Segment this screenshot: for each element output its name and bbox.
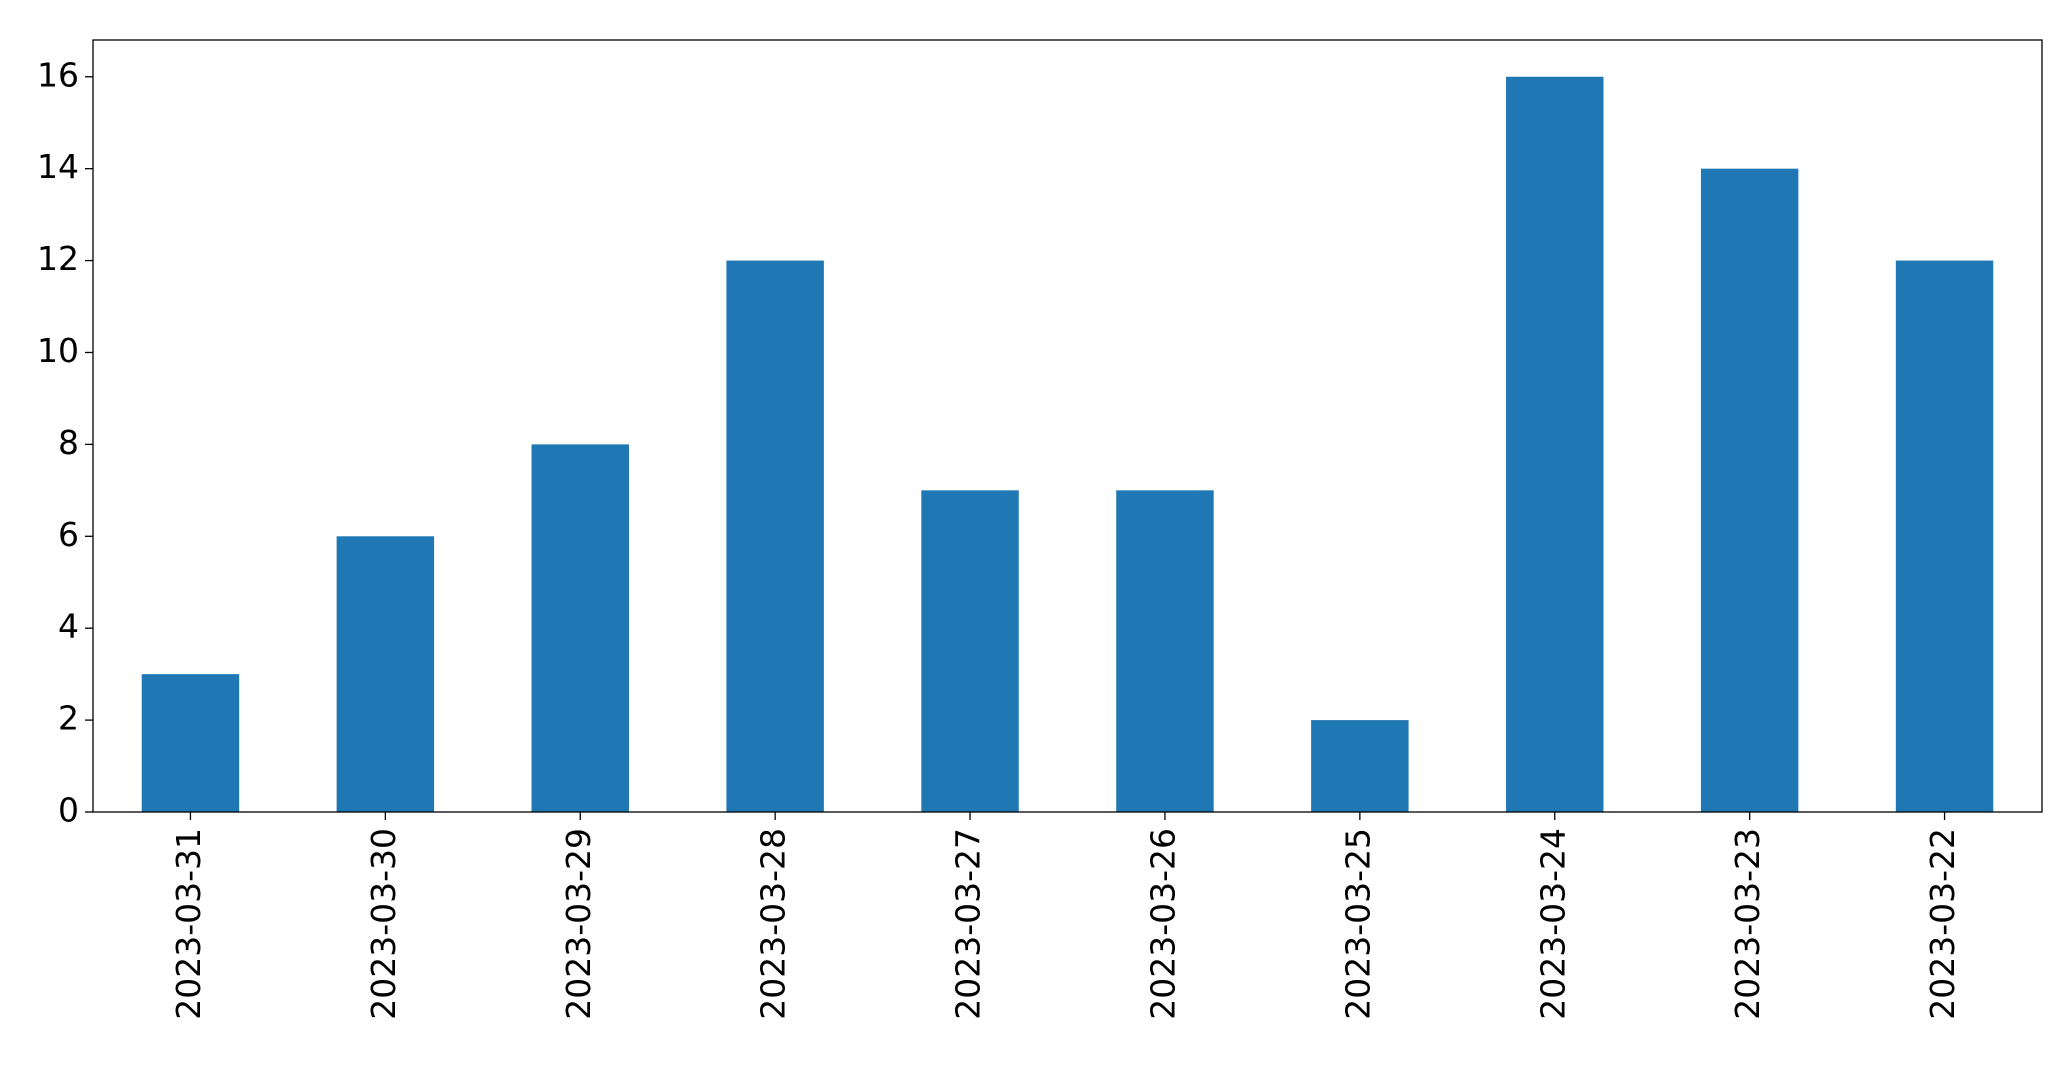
bar <box>1116 490 1214 812</box>
bar <box>1895 260 1994 813</box>
bar <box>921 490 1019 812</box>
bar <box>336 536 435 812</box>
y-tick-label: 12 <box>37 239 79 278</box>
x-tick-label: 2023-03-30 <box>364 828 403 1020</box>
bar <box>1700 168 1799 812</box>
y-tick-label: 8 <box>58 423 79 462</box>
x-tick-label: 2023-03-22 <box>1923 828 1962 1020</box>
x-tick-label: 2023-03-23 <box>1728 828 1767 1020</box>
y-tick-label: 0 <box>58 791 79 830</box>
x-tick-label: 2023-03-29 <box>559 828 598 1020</box>
x-tick-label: 2023-03-28 <box>754 828 793 1020</box>
bar <box>1506 76 1604 812</box>
x-tick-label: 2023-03-26 <box>1143 828 1182 1020</box>
bar <box>726 260 824 813</box>
x-tick-label: 2023-03-24 <box>1533 828 1572 1020</box>
y-tick-label: 14 <box>37 147 79 186</box>
plot-frame <box>92 39 2043 813</box>
x-tick-label: 2023-03-31 <box>169 828 208 1020</box>
x-tick-label: 2023-03-25 <box>1338 828 1377 1020</box>
bar <box>141 674 240 812</box>
bar <box>531 444 629 812</box>
y-tick-label: 16 <box>37 55 79 94</box>
y-tick-label: 2 <box>58 699 79 738</box>
bar <box>1311 720 1409 812</box>
y-tick-label: 10 <box>37 331 79 370</box>
y-tick-label: 4 <box>58 607 79 646</box>
x-tick-label: 2023-03-27 <box>949 828 988 1020</box>
y-tick-label: 6 <box>58 515 79 554</box>
